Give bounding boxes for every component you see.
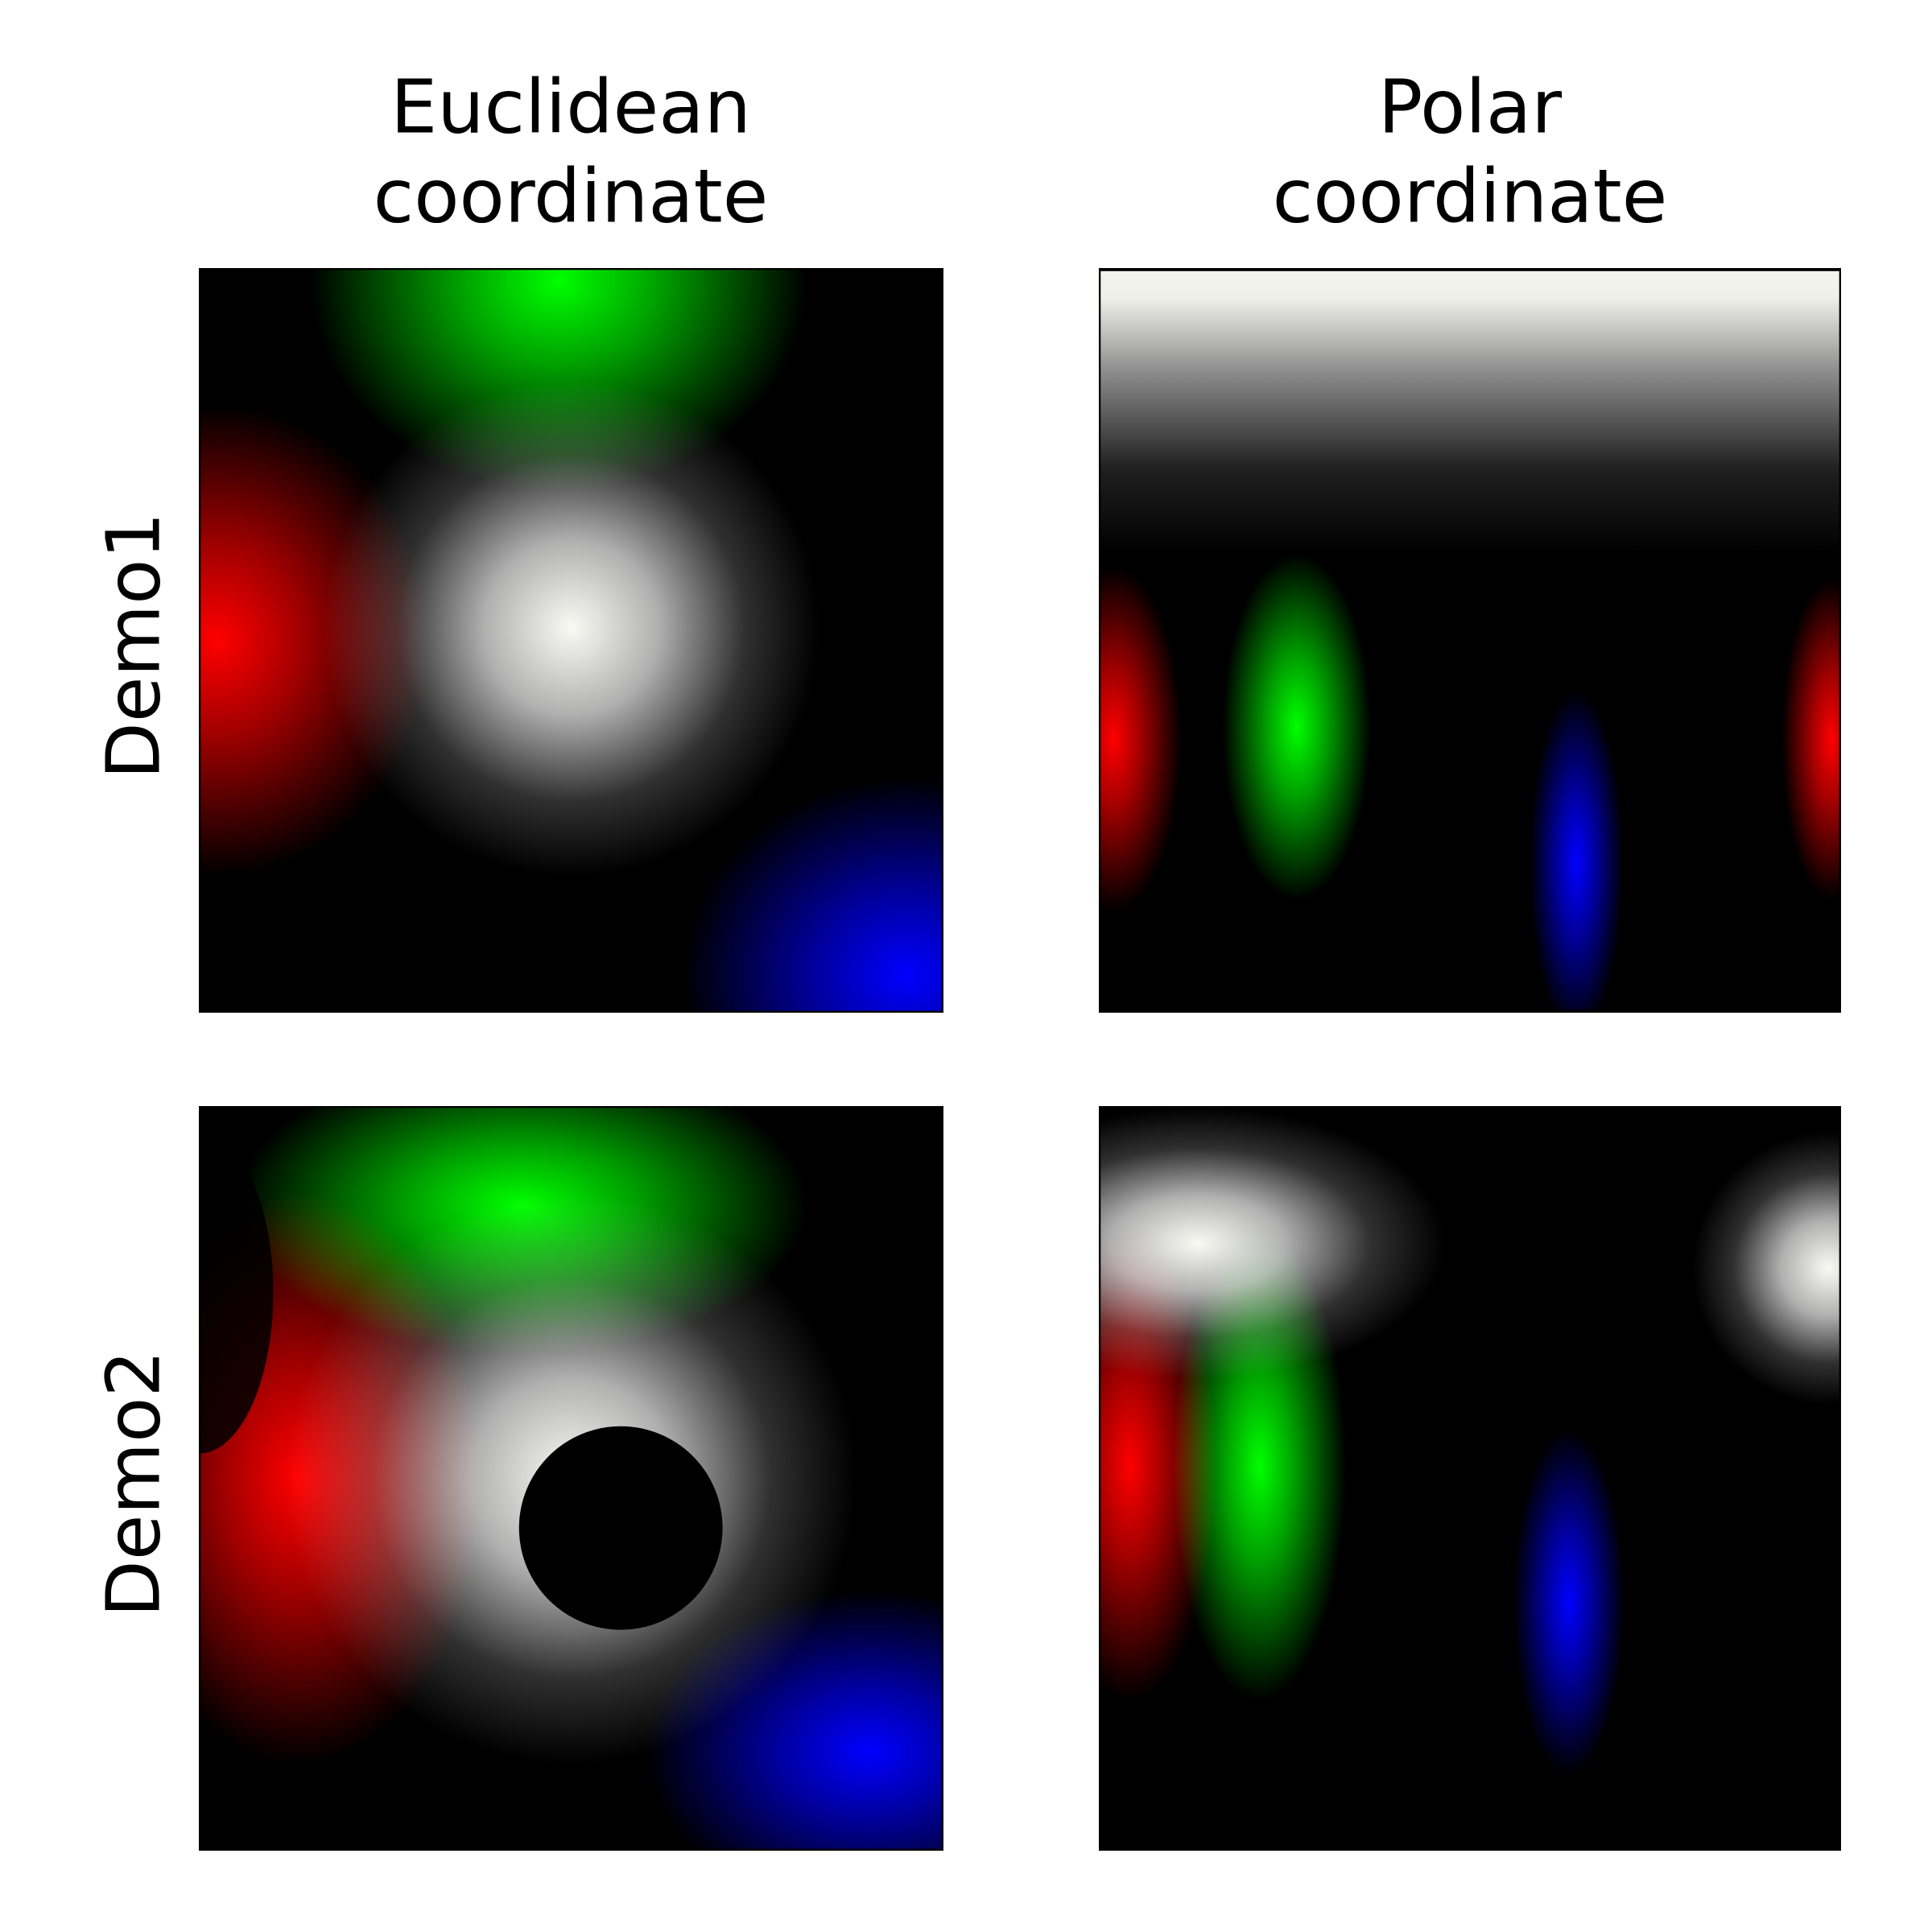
row-label: Demo2 xyxy=(90,1350,176,1617)
image-panel xyxy=(199,1106,943,1851)
image-panel xyxy=(199,268,943,1013)
column-titles: Euclidean coordinate Polar coordinate xyxy=(374,64,1668,239)
image-panel xyxy=(1099,268,1841,1013)
column-title: Euclidean xyxy=(390,64,751,150)
row-label: Demo1 xyxy=(90,512,176,779)
column-title: coordinate xyxy=(374,153,769,239)
column-title: coordinate xyxy=(1273,153,1668,239)
row-labels: Demo1 Demo2 xyxy=(90,512,176,1617)
image-panel xyxy=(1099,1106,1841,1851)
column-title: Polar xyxy=(1378,64,1562,150)
